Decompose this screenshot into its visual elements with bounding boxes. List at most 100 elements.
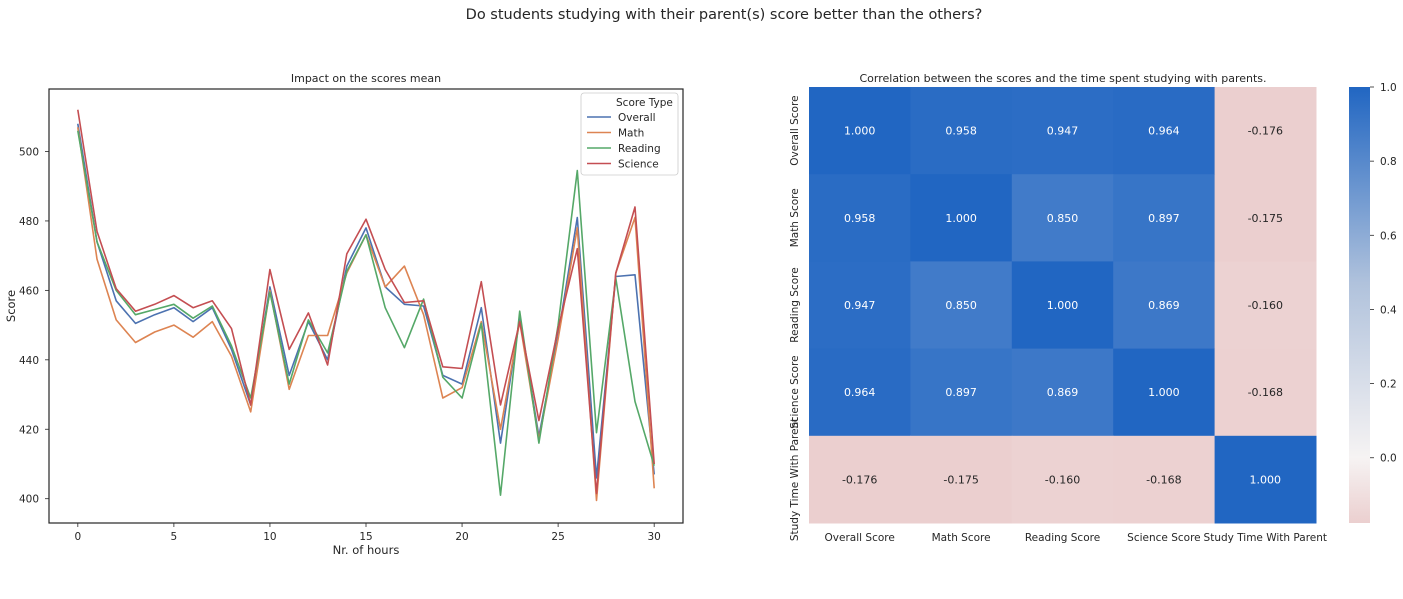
colorbar-tick-label: 0.6: [1380, 230, 1397, 242]
heatmap-cell-value: 0.947: [844, 299, 876, 312]
heatmap-cell-value: 1.000: [1047, 299, 1079, 312]
x-tick-label: 20: [455, 531, 468, 543]
heatmap-x-label: Overall Score: [825, 532, 895, 544]
heatmap-y-label: Math Score: [789, 188, 801, 247]
x-tick-label: 5: [171, 531, 178, 543]
heatmap-cell-value: -0.175: [1248, 212, 1283, 225]
heatmap-cell-value: 0.897: [945, 386, 977, 399]
line-chart-series: [77, 109, 655, 502]
colorbar: [1349, 87, 1370, 523]
legend-label-reading: Reading: [618, 143, 661, 155]
heatmap-cell-value: 0.850: [945, 299, 977, 312]
colorbar-tick-label: 0.2: [1380, 379, 1397, 391]
heatmap-cell-value: 1.000: [945, 212, 977, 225]
heatmap-cell: [809, 261, 911, 350]
heatmap-cell: [809, 435, 911, 524]
heatmap-cell-value: 1.000: [844, 125, 876, 138]
line-chart-y-label: Score: [4, 290, 18, 322]
heatmap-cell-value: 1.000: [1250, 473, 1282, 486]
heatmap-cell: [1113, 348, 1216, 437]
heatmap-y-label: Reading Score: [789, 267, 801, 342]
heatmap-x-label: Science Score: [1127, 532, 1200, 544]
heatmap-tick-labels: Overall Score Overall Score Math Score Math…: [789, 95, 1327, 544]
heatmap-y-label: Study Time With Parent: [789, 418, 801, 541]
colorbar-tick-label: 0.4: [1380, 304, 1397, 316]
y-tick-label: 440: [19, 355, 39, 367]
heatmap-chart: Correlation between the scores and the t…: [789, 72, 1397, 544]
heatmap-cell: [1214, 348, 1317, 437]
colorbar-tick-label: 1.0: [1380, 82, 1397, 94]
heatmap-y-label: Science Score: [789, 355, 801, 428]
y-tick-label: 420: [19, 424, 39, 436]
x-tick-label: 15: [359, 531, 372, 543]
x-tick-label: 25: [551, 531, 564, 543]
heatmap-cell-value: 0.958: [844, 212, 876, 225]
heatmap-cell: [1011, 87, 1114, 175]
heatmap-cell-value: -0.176: [1248, 125, 1283, 138]
heatmap-cell-value: -0.168: [1248, 386, 1283, 399]
heatmap-cell-value: 0.897: [1148, 212, 1180, 225]
colorbar-tick-label: 0.0: [1380, 453, 1397, 465]
heatmap-cells: 1.000 0.958 0.947 0.964 -0.176 0.958 1.000 0.85…: [809, 87, 1317, 524]
heatmap-cell: [1011, 261, 1114, 350]
heatmap-cell-value: -0.168: [1146, 473, 1181, 486]
line-chart-legend: Score Type Overall Math Reading Science: [580, 92, 679, 176]
heatmap-cell-value: -0.176: [842, 473, 877, 486]
heatmap-cell: [910, 87, 1013, 175]
figure-suptitle: Do students studying with their parent(s…: [466, 7, 983, 23]
heatmap-cell: [809, 348, 911, 437]
heatmap-x-label: Study Time With Parent: [1204, 532, 1327, 544]
heatmap-x-label: Math Score: [932, 532, 991, 544]
heatmap-cell-value: -0.160: [1045, 473, 1080, 486]
line-chart: Impact on the scores mean 0 5 10 15 20 25 30 40…: [4, 72, 684, 557]
x-tick-label: 30: [647, 531, 660, 543]
heatmap-cell: [910, 261, 1013, 350]
line-chart-x-label: Nr. of hours: [333, 543, 400, 557]
heatmap-cell-value: 0.850: [1047, 212, 1079, 225]
heatmap-cell: [809, 174, 911, 262]
x-tick-label: 0: [74, 531, 81, 543]
heatmap-cell: [1214, 174, 1317, 262]
heatmap-cell-value: -0.160: [1248, 299, 1283, 312]
colorbar-ticks: 0.0 0.2 0.4 0.6 0.8 1.0: [1370, 82, 1397, 465]
line-chart-plot-area: [48, 88, 684, 524]
heatmap-title: Correlation between the scores and the t…: [859, 72, 1266, 85]
legend-label-science: Science: [618, 159, 659, 171]
heatmap-cell: [910, 435, 1013, 524]
heatmap-y-label: Overall Score: [789, 95, 801, 165]
heatmap-cell-value: 1.000: [1148, 386, 1180, 399]
heatmap-cell: [1113, 174, 1216, 262]
heatmap-cell-value: 0.947: [1047, 125, 1079, 138]
heatmap-cell: [809, 87, 911, 175]
legend-frame: [580, 92, 679, 176]
legend-label-overall: Overall: [618, 112, 656, 124]
y-tick-label: 500: [19, 146, 39, 158]
heatmap-cell: [1011, 435, 1114, 524]
legend-title: Score Type: [616, 97, 673, 109]
heatmap-cell-value: 0.869: [1148, 299, 1180, 312]
colorbar-tick-label: 0.8: [1380, 156, 1397, 168]
heatmap-cell-value: -0.175: [943, 473, 978, 486]
y-tick-label: 460: [19, 285, 39, 297]
line-chart-title: Impact on the scores mean: [291, 72, 441, 85]
y-tick-label: 400: [19, 494, 39, 506]
series-line-reading: [77, 130, 655, 497]
y-tick-label: 480: [19, 216, 39, 228]
heatmap-cell: [910, 348, 1013, 437]
heatmap-cell: [1113, 87, 1216, 175]
heatmap-x-label: Reading Score: [1025, 532, 1100, 544]
heatmap-cell-value: 0.964: [844, 386, 876, 399]
heatmap-cell-value: 0.958: [945, 125, 977, 138]
series-line-science: [77, 109, 655, 495]
x-tick-label: 10: [263, 531, 276, 543]
heatmap-cell-value: 0.869: [1047, 386, 1079, 399]
heatmap-cell: [1113, 435, 1216, 524]
heatmap-cell: [910, 174, 1013, 262]
heatmap-cell: [1113, 261, 1216, 350]
line-chart-ticks: 0 5 10 15 20 25 30 400 420 440 460 480 500: [19, 146, 661, 543]
heatmap-cell-value: 0.964: [1148, 125, 1180, 138]
heatmap-cell: [1214, 435, 1317, 524]
heatmap-cell: [1011, 348, 1114, 437]
heatmap-cell: [1214, 87, 1317, 175]
